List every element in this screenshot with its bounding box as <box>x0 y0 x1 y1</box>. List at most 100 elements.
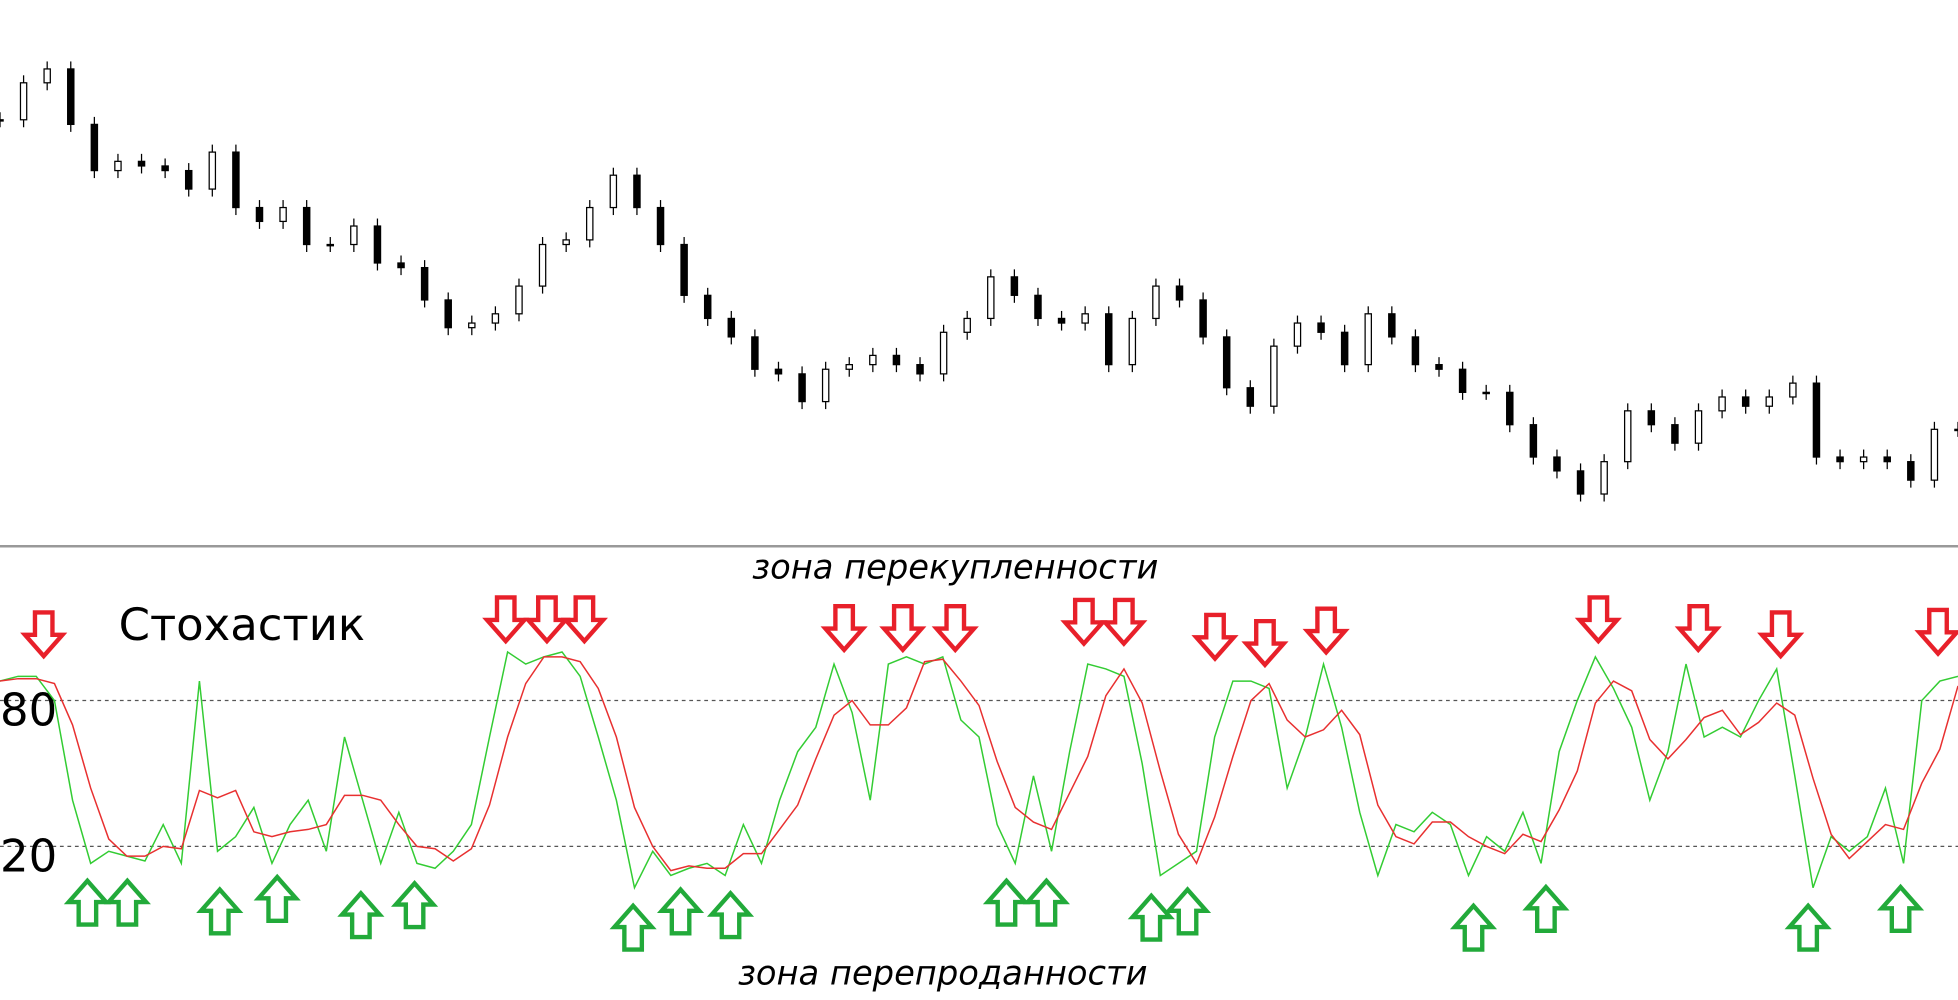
candle <box>43 68 51 84</box>
buy-arrow <box>982 877 1031 927</box>
candle <box>1364 313 1372 366</box>
candle <box>1340 331 1349 366</box>
sell-arrow <box>1060 597 1108 647</box>
candle <box>1458 368 1467 393</box>
candle <box>19 82 28 121</box>
candle <box>232 151 240 209</box>
candle <box>1576 470 1585 495</box>
candle <box>1907 461 1915 481</box>
candle <box>1388 313 1396 338</box>
stochastic-line <box>0 656 1958 872</box>
sell-arrow <box>931 603 979 654</box>
candle <box>1789 382 1797 398</box>
candle <box>1222 336 1231 389</box>
buy-arrow <box>656 886 705 936</box>
buy-arrow <box>1784 902 1832 952</box>
sell-arrow <box>1302 606 1350 656</box>
candle <box>1105 313 1113 366</box>
candle <box>916 364 924 375</box>
candle <box>1506 391 1514 426</box>
candle <box>302 206 311 246</box>
sell-arrow <box>20 610 68 660</box>
candle <box>1718 396 1726 412</box>
candle <box>609 174 618 209</box>
candle <box>1930 428 1939 481</box>
candle <box>1199 299 1207 338</box>
sell-arrow <box>1757 610 1805 660</box>
candle <box>987 276 995 320</box>
buy-arrow <box>1163 886 1212 936</box>
candle <box>468 322 476 329</box>
buy-arrow <box>196 886 244 936</box>
buy-arrow <box>609 902 657 952</box>
level-label: 20 <box>0 829 57 882</box>
level-label: 80 <box>0 684 57 737</box>
candle <box>1529 424 1538 458</box>
candle <box>114 160 122 172</box>
candle <box>397 262 405 269</box>
buy-arrow <box>63 877 111 927</box>
candle <box>279 206 287 223</box>
candle <box>420 266 429 301</box>
candle <box>444 299 452 329</box>
sell-arrow <box>820 603 868 654</box>
candle <box>1647 410 1656 426</box>
candle <box>1152 285 1160 320</box>
buy-arrow <box>706 890 755 940</box>
candle <box>1246 387 1255 407</box>
indicator-title: Стохастик <box>119 598 365 651</box>
candle <box>161 165 169 172</box>
candle <box>373 225 382 264</box>
candle <box>869 354 877 366</box>
sell-arrow <box>1674 603 1722 654</box>
candle <box>1317 322 1325 333</box>
candle <box>1270 345 1278 407</box>
candle <box>1741 396 1750 407</box>
buy-arrow <box>1449 902 1498 952</box>
sell-arrow <box>523 595 571 645</box>
sell-arrow <box>560 595 608 645</box>
candle <box>1175 285 1184 301</box>
candle <box>0 119 4 122</box>
candle <box>633 174 641 209</box>
candle <box>1836 456 1844 463</box>
candle <box>208 151 217 190</box>
candle <box>538 243 547 287</box>
buy-arrow <box>391 880 439 930</box>
candle <box>751 336 759 370</box>
candle <box>1553 456 1561 472</box>
candle <box>963 317 971 333</box>
sell-arrow <box>1574 595 1622 645</box>
candle <box>798 373 806 403</box>
candle <box>1600 461 1608 495</box>
candle <box>1765 396 1774 407</box>
candle <box>1671 424 1679 444</box>
candle <box>1293 322 1302 347</box>
candle <box>1883 456 1891 463</box>
buy-arrow <box>1522 883 1570 933</box>
candle <box>586 206 594 241</box>
candle <box>326 243 335 247</box>
candle <box>1694 410 1703 444</box>
sell-arrow <box>1100 597 1148 647</box>
buy-arrow <box>1022 877 1071 927</box>
candle <box>1034 294 1042 320</box>
candle <box>774 368 783 375</box>
oversold-label: зона перепроданности <box>738 954 1148 993</box>
candle <box>656 206 665 246</box>
candle <box>680 243 688 296</box>
stochastic-line <box>0 650 1958 890</box>
buy-arrow <box>253 873 301 924</box>
candle <box>255 206 264 223</box>
candle <box>350 225 358 246</box>
sell-arrow <box>482 595 530 645</box>
candle <box>1812 382 1821 458</box>
buy-arrow <box>1876 883 1925 933</box>
sell-arrow <box>1191 612 1239 662</box>
buy-arrow <box>1127 892 1175 942</box>
sell-arrow <box>879 603 927 654</box>
candle <box>1057 317 1066 324</box>
